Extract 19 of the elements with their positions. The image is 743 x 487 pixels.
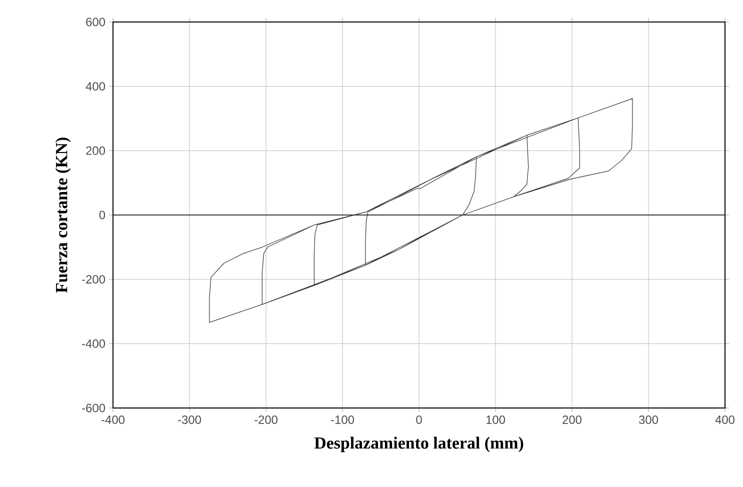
x-tick-label: 300 (638, 416, 658, 424)
y-tick-label: -600 (82, 404, 106, 412)
y-tick-label: -400 (82, 339, 106, 348)
y-tick-label: 400 (86, 82, 106, 91)
y-tick-label: 0 (99, 210, 106, 220)
x-tick-label: 400 (715, 416, 735, 424)
x-tick-label: 100 (486, 416, 506, 424)
line-series (209, 98, 633, 323)
x-axis-title: Desplazamiento lateral (mm) (314, 436, 524, 452)
x-tick-label: 200 (562, 416, 582, 424)
y-tick-label: 200 (86, 146, 106, 155)
x-tick-label: -400 (102, 416, 124, 424)
y-tick-label: -200 (82, 275, 106, 284)
x-tick-label: 0 (416, 416, 422, 424)
y-axis-title: Fuerza cortante (KN) (55, 138, 71, 293)
x-tick-label: -100 (331, 416, 354, 424)
x-tick-label: -200 (254, 416, 278, 424)
x-tick-label: -300 (178, 416, 201, 424)
y-tick-label: 600 (86, 18, 106, 26)
